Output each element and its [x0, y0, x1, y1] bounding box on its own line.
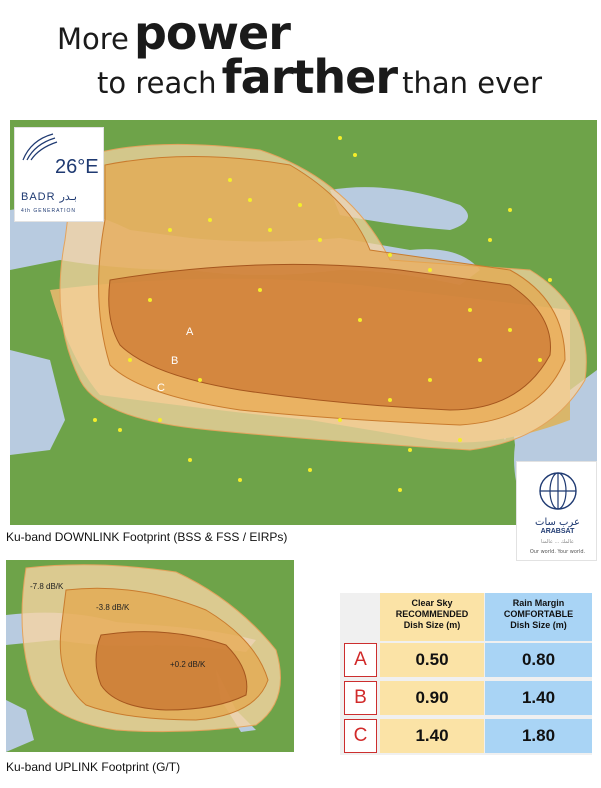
rain-margin-size-a: 0.80: [485, 643, 592, 677]
headline-than-ever: than ever: [402, 66, 543, 100]
clear-sky-size-c: 1.40: [380, 719, 484, 753]
uplink-contour-label: -7.8 dB/K: [30, 582, 64, 591]
header-line: Clear Sky: [411, 598, 453, 608]
headline-more: More: [57, 22, 129, 56]
zone-label-c: C: [157, 382, 165, 394]
uplink-caption: Ku-band UPLINK Footprint (G/T): [6, 760, 181, 774]
zone-letter-c: C: [344, 719, 377, 753]
rain-margin-size-c: 1.80: [485, 719, 592, 753]
rain-margin-size-b: 1.40: [485, 681, 592, 715]
downlink-caption: Ku-band DOWNLINK Footprint (BSS & FSS / …: [6, 530, 288, 544]
header-line: Dish Size (m): [403, 620, 461, 630]
headline: More power to reach farther than ever: [0, 0, 601, 118]
arabsat-globe-icon: [539, 472, 577, 510]
badr-logo: 26°E BADR بـدر 4th GENERATION: [14, 127, 104, 222]
uplink-footprint-map: [6, 560, 294, 752]
header-line: RECOMMENDED: [395, 609, 469, 619]
uplink-contour-label: -3.8 dB/K: [96, 603, 130, 612]
downlink-map-graphic: A B C: [10, 120, 597, 525]
header-line: Dish Size (m): [510, 620, 567, 630]
headline-farther: farther: [221, 50, 398, 104]
zone-label-b: B: [171, 355, 178, 367]
badr-name: BADR بـدر: [21, 191, 77, 203]
clear-sky-header: Clear Sky RECOMMENDED Dish Size (m): [380, 593, 484, 641]
rain-margin-header: Rain Margin COMFORTABLE Dish Size (m): [485, 593, 592, 641]
headline-to-reach: to reach: [97, 66, 217, 100]
zone-letter-b: B: [344, 681, 377, 715]
clear-sky-size-b: 0.90: [380, 681, 484, 715]
headline-power: power: [134, 6, 291, 60]
zone-letter-a: A: [344, 643, 377, 677]
satellite-arc-icon: [22, 133, 58, 161]
arabsat-logo: عرب سات ARABSAT عالمك ... عالمنا Our wor…: [516, 461, 597, 561]
dish-size-table: Clear Sky RECOMMENDED Dish Size (m) Rain…: [340, 593, 592, 755]
header-line: Rain Margin: [512, 598, 565, 608]
uplink-contour-label: +0.2 dB/K: [170, 660, 206, 669]
arabsat-tagline: Our world. Your world.: [529, 549, 586, 555]
arabsat-subtitle: عالمك ... عالمنا: [540, 539, 575, 545]
arabsat-arabic-name: عرب سات: [535, 517, 580, 528]
uplink-map-graphic: [6, 560, 294, 752]
headline-line-1: More power: [57, 6, 291, 60]
header-line: COMFORTABLE: [503, 609, 574, 619]
headline-line-2: to reach farther than ever: [97, 50, 542, 104]
clear-sky-size-a: 0.50: [380, 643, 484, 677]
zone-label-a: A: [186, 326, 194, 338]
arabsat-name: ARABSAT: [540, 528, 575, 535]
badr-orbital-position: 26°E: [55, 156, 99, 178]
badr-generation: 4th GENERATION: [21, 208, 77, 214]
downlink-footprint-map: A B C: [10, 120, 597, 525]
